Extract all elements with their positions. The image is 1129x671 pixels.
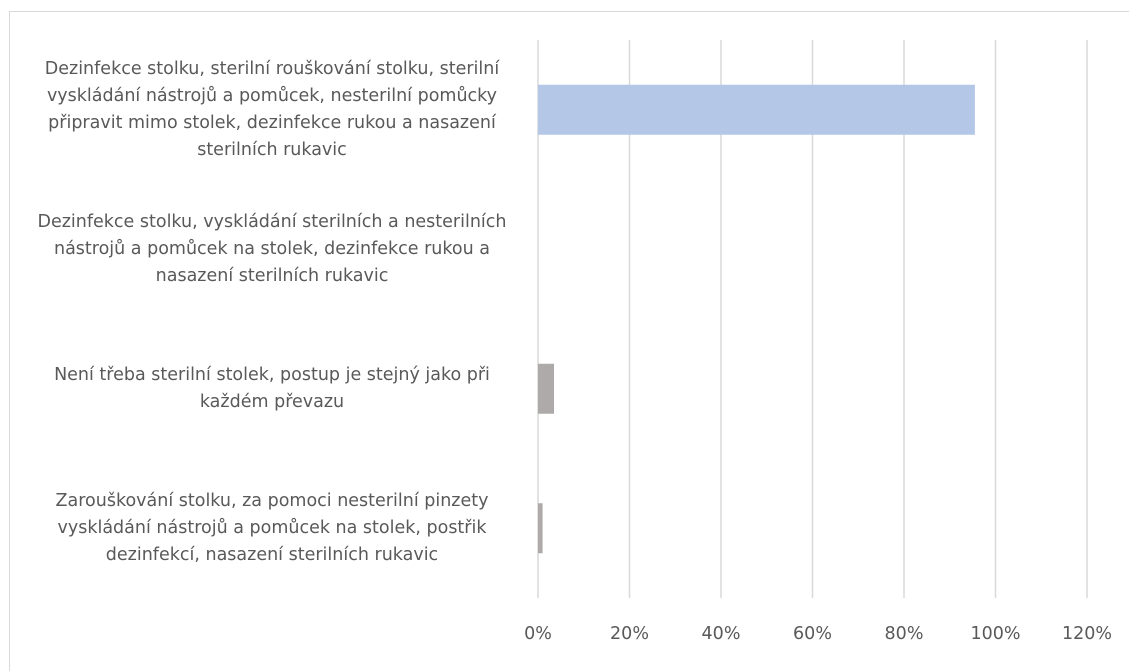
bar: [538, 84, 975, 135]
category-label: Zarouškování stolku, za pomoci nesteriln…: [12, 488, 532, 569]
category-label-line: připravit mimo stolek, dezinfekce rukou …: [48, 112, 496, 133]
x-tick-label: 100%: [970, 624, 1021, 644]
category-label-line: vyskládání nástrojů a pomůcek, nesteriln…: [46, 85, 498, 106]
category-label-line: dezinfekcí, nasazení sterilních rukavic: [105, 544, 439, 565]
x-tick-label: 40%: [701, 624, 741, 644]
x-tick-label: 20%: [610, 624, 649, 644]
category-label-line: nasazení sterilních rukavic: [155, 265, 389, 286]
x-tick-label: 0%: [524, 624, 552, 644]
bar-chart: [537, 40, 1088, 598]
bar: [538, 363, 555, 414]
category-label-line: nástrojů a pomůcek na stolek, dezinfekce…: [53, 238, 490, 259]
category-label-line: Dezinfekce stolku, sterilní rouškování s…: [44, 58, 500, 79]
category-label-line: Není třeba sterilní stolek, postup je st…: [54, 364, 490, 385]
x-tick-label: 60%: [793, 624, 832, 644]
category-label-line: vyskládání nástrojů a pomůcek na stolek,…: [57, 517, 487, 538]
category-label: Není třeba sterilní stolek, postup je st…: [12, 362, 532, 416]
chart-area: [9, 11, 1129, 671]
category-label-line: sterilních rukavic: [197, 139, 347, 160]
category-label: Dezinfekce stolku, vyskládání sterilních…: [12, 209, 532, 290]
category-label: Dezinfekce stolku, sterilní rouškování s…: [12, 56, 532, 164]
category-label-line: každém převazu: [199, 391, 345, 412]
x-tick-label: 80%: [884, 624, 924, 644]
x-tick-label: 120%: [1061, 624, 1113, 644]
bar: [538, 503, 543, 554]
category-label-line: Zarouškování stolku, za pomoci nesteriln…: [55, 490, 489, 511]
category-label-line: Dezinfekce stolku, vyskládání sterilních…: [37, 211, 507, 232]
